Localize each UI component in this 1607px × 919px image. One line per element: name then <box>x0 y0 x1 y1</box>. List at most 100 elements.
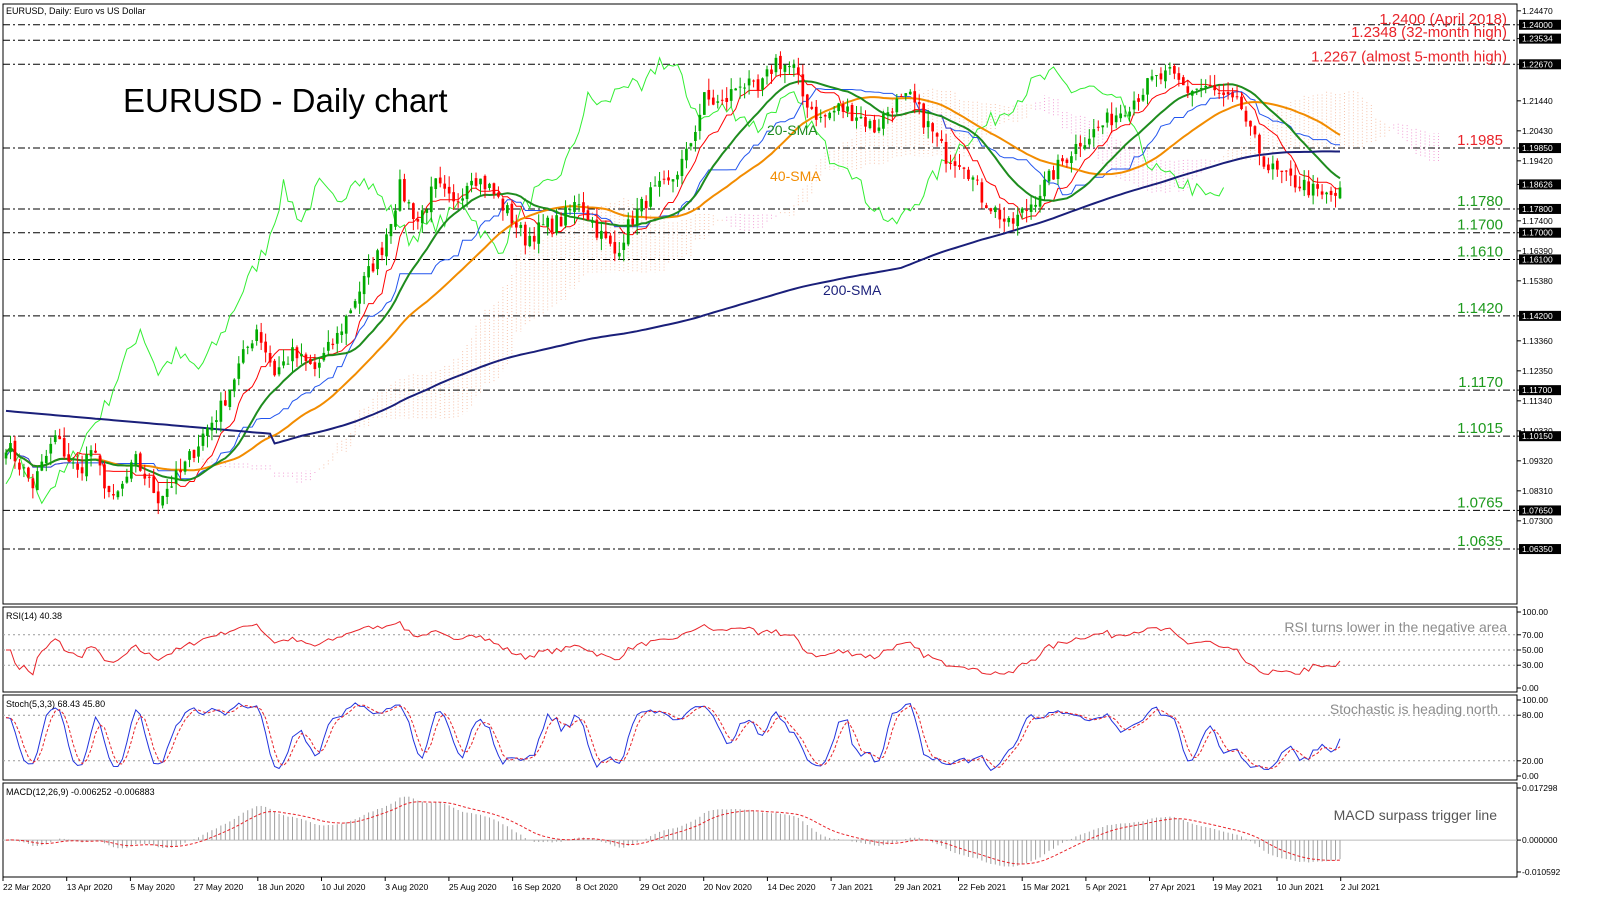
candle-body <box>1258 134 1261 154</box>
candle-body <box>277 367 281 375</box>
price-label-box <box>1519 179 1561 190</box>
candle-body <box>304 354 308 361</box>
candle-body <box>107 485 111 493</box>
price-tick-label: 1.15380 <box>1522 276 1553 286</box>
date-tick-label: 27 May 2020 <box>194 882 243 892</box>
candle-body <box>1083 145 1087 149</box>
candle-body <box>855 117 858 121</box>
candle-body <box>953 161 957 166</box>
candle-body <box>130 462 133 479</box>
candle-body <box>1204 85 1208 88</box>
candle-body <box>1177 73 1181 80</box>
candle-body <box>837 103 840 112</box>
candle-body <box>125 476 129 483</box>
candle-body <box>429 186 433 213</box>
date-tick-label: 18 Jun 2020 <box>258 882 305 892</box>
candle-body <box>183 461 187 472</box>
level-label: 1.1170 <box>1458 374 1503 391</box>
price-tick-label: 1.11340 <box>1522 396 1552 406</box>
candle-body <box>1262 156 1266 167</box>
date-tick-label: 10 Jun 2021 <box>1277 882 1324 892</box>
date-tick-label: 5 Apr 2021 <box>1086 882 1127 892</box>
candle-body <box>35 471 39 491</box>
candle-body <box>613 241 617 254</box>
candle-body <box>1316 184 1319 189</box>
candle-body <box>1334 192 1337 196</box>
candle-body <box>546 217 549 227</box>
candle-body <box>541 224 545 226</box>
candle-body <box>1056 159 1060 180</box>
candle-body <box>747 78 751 86</box>
candle-body <box>940 138 943 141</box>
candle-body <box>174 470 178 484</box>
candle-body <box>805 94 809 108</box>
price-tick-label: 1.24000 <box>1522 20 1553 30</box>
candle-body <box>112 494 115 496</box>
stoch-tick-label: 80.00 <box>1522 710 1544 720</box>
price-label-box <box>1519 310 1561 321</box>
candle-body <box>653 185 657 187</box>
candle-body <box>926 121 930 128</box>
candle-body <box>1284 170 1288 172</box>
candle-body <box>286 363 290 365</box>
kijun-line <box>5 88 1340 480</box>
candle-body <box>53 435 57 442</box>
candle-body <box>237 363 241 379</box>
candle-body <box>555 215 558 234</box>
candle-body <box>1128 111 1131 117</box>
date-tick-label: 22 Feb 2021 <box>959 882 1007 892</box>
date-tick-label: 25 Aug 2020 <box>449 882 497 892</box>
candle-body <box>1307 181 1311 196</box>
rsi-tick-label: 50.00 <box>1522 645 1544 655</box>
candle-body <box>1271 163 1275 170</box>
candle-body <box>917 102 921 105</box>
macd-header: MACD(12,26,9) -0.006252 -0.006883 <box>6 787 155 797</box>
price-tick-label: 1.18626 <box>1522 179 1553 189</box>
candle-body <box>255 329 259 341</box>
candle-body <box>626 219 630 245</box>
level-label: 1.1420 <box>1457 300 1503 317</box>
candle-body <box>922 103 926 128</box>
candle-body <box>935 133 939 137</box>
price-tick-label: 1.08310 <box>1522 486 1553 496</box>
date-tick-label: 20 Nov 2020 <box>704 882 752 892</box>
candle-body <box>882 114 885 129</box>
chikou-span-line <box>5 56 1225 505</box>
candle-body <box>1181 77 1185 86</box>
candle-body <box>340 331 344 336</box>
candle-body <box>1047 170 1051 182</box>
sma20-label: 20-SMA <box>767 122 818 138</box>
candle-body <box>147 476 151 478</box>
candle-body <box>156 491 160 504</box>
candle-body <box>1253 126 1257 135</box>
candle-body <box>1065 159 1069 163</box>
candle-body <box>1325 192 1328 195</box>
candle-body <box>1034 204 1037 207</box>
date-tick-label: 13 Apr 2020 <box>67 882 113 892</box>
date-tick-label: 14 Dec 2020 <box>767 882 815 892</box>
candle-body <box>474 178 478 186</box>
candle-body <box>407 202 411 204</box>
candle-body <box>604 231 608 239</box>
candle-body <box>18 462 21 470</box>
candle-body <box>1016 214 1020 227</box>
candle-body <box>192 449 196 459</box>
candle-body <box>608 235 612 244</box>
candle-body <box>206 427 209 436</box>
candle-body <box>121 483 124 489</box>
candle-body <box>456 201 460 203</box>
macd-annotation: MACD surpass trigger line <box>1334 807 1498 823</box>
price-label-box <box>1519 254 1561 265</box>
candle-body <box>438 177 442 184</box>
candle-body <box>58 436 62 440</box>
price-tick-label: 1.23534 <box>1522 34 1553 44</box>
candle-body <box>403 178 406 202</box>
candle-body <box>371 263 375 272</box>
price-tick-label: 1.19850 <box>1522 143 1553 153</box>
candle-body <box>680 158 684 177</box>
candle-body <box>519 224 523 228</box>
price-tick-label: 1.13360 <box>1522 336 1553 346</box>
candle-body <box>1020 208 1024 213</box>
candle-body <box>694 131 697 141</box>
